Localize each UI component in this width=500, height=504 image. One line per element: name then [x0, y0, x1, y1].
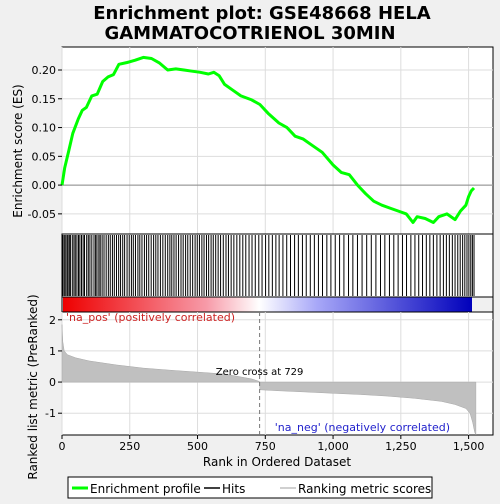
es-ytick-label: 0.05	[32, 150, 57, 163]
es-ytick-label: 0.10	[32, 122, 57, 135]
legend-profile-label: Enrichment profile	[90, 482, 201, 496]
pos-correlated-label: 'na_pos' (positively correlated)	[66, 311, 235, 324]
rank-ytick-label: 1	[49, 345, 56, 358]
rank-ytick-label: -1	[45, 407, 56, 420]
es-ytick-label: 0.00	[32, 179, 57, 192]
hits-panel	[61, 233, 494, 298]
es-ytick-label: 0.20	[32, 64, 57, 77]
es-panel	[61, 46, 494, 235]
x-tick-label: 1,250	[385, 440, 417, 453]
legend-hits-label: Hits	[222, 482, 245, 496]
x-tick-label: 0	[59, 440, 66, 453]
legend-box	[67, 476, 433, 499]
rank-color-bar	[63, 297, 472, 312]
neg-correlated-label: 'na_neg' (negatively correlated)	[275, 421, 450, 434]
rank-ytick-label: 2	[49, 314, 56, 327]
chart-title-line1: Enrichment plot: GSE48668 HELA	[93, 3, 431, 24]
enrichment-profile-line	[60, 55, 476, 224]
x-axis-label: Rank in Ordered Dataset	[203, 455, 351, 469]
x-tick-label: 250	[119, 440, 140, 453]
x-tick-label: 500	[187, 440, 208, 453]
legend-metric-label: Ranking metric scores	[298, 482, 431, 496]
ranking-metric-area	[61, 324, 477, 436]
rank-ylabel: Ranked list metric (PreRanked)	[26, 294, 40, 479]
x-tick-label: 750	[255, 440, 276, 453]
es-ylabel: Enrichment score (ES)	[11, 84, 25, 217]
zero-cross-label: Zero cross at 729	[216, 367, 304, 378]
es-ytick-label: -0.05	[28, 208, 56, 221]
x-tick-label: 1,000	[317, 440, 349, 453]
rank-ytick-label: 0	[49, 376, 56, 389]
es-ytick-label: 0.15	[32, 93, 57, 106]
chart-title-line2: GAMMATOCOTRIENOL 30MIN	[104, 23, 395, 44]
x-tick-label: 1,500	[453, 440, 485, 453]
